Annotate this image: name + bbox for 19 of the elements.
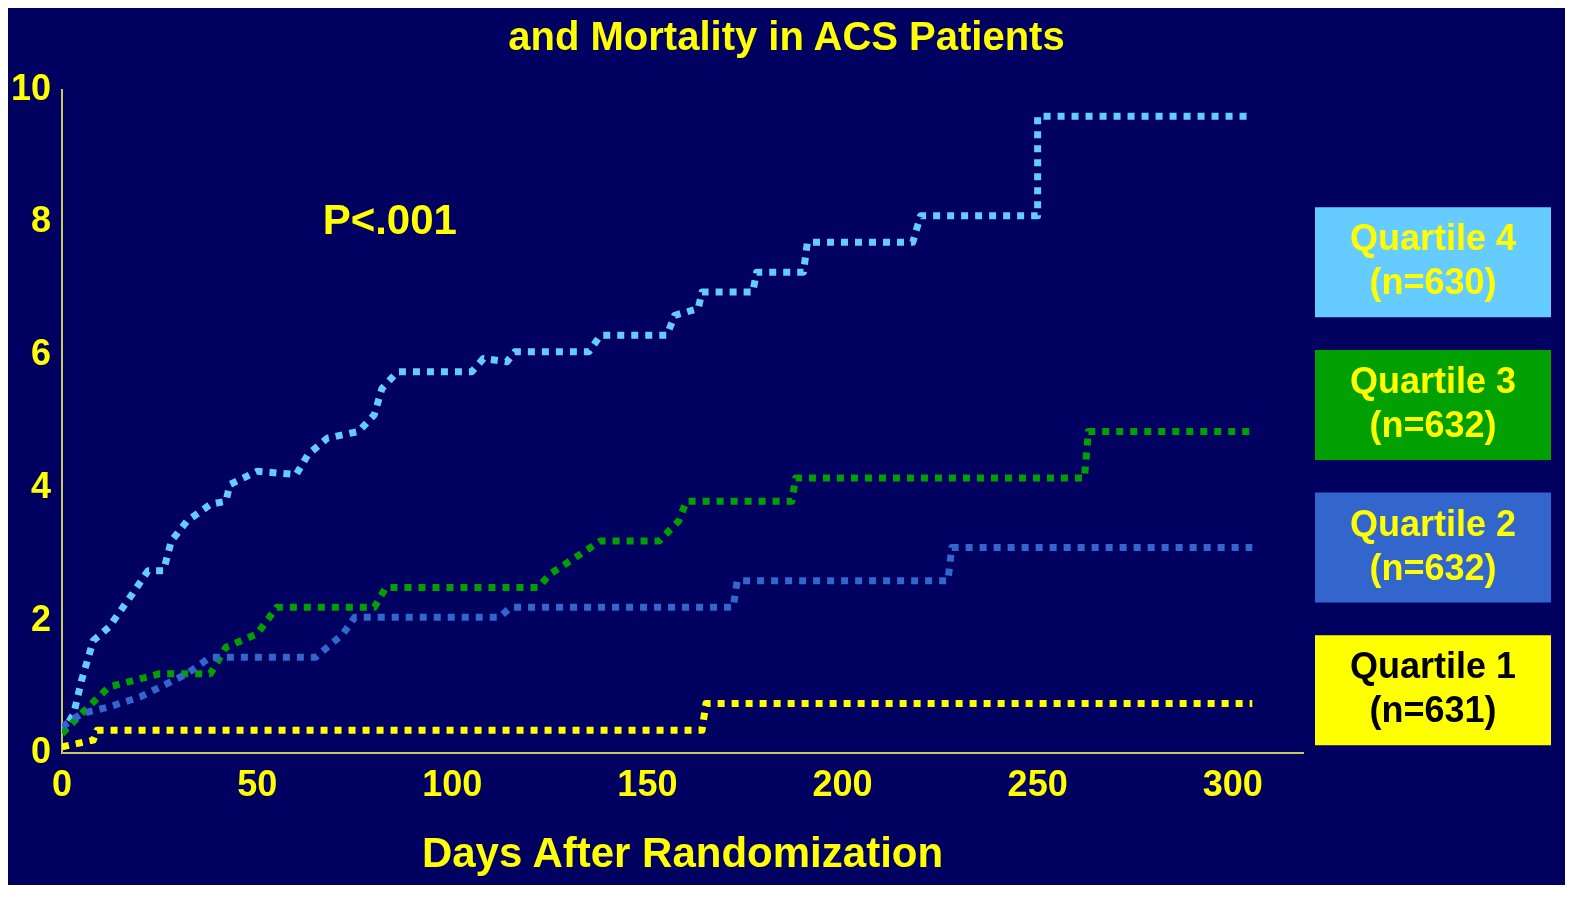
y-tick-label: 0: [31, 730, 52, 772]
x-tick-label: 200: [812, 762, 873, 804]
x-tick-label: 50: [237, 762, 278, 804]
y-tick-label: 8: [31, 199, 52, 241]
x-tick-label: 150: [617, 762, 678, 804]
x-tick-label: 100: [422, 762, 483, 804]
text: Quartile 3 (n=632): [1349, 359, 1517, 445]
chart-title: and Mortality in ACS Patients: [507, 13, 1066, 60]
x-axis-title: Days After Randomization: [421, 829, 944, 877]
x-tick-label: 250: [1007, 762, 1068, 804]
annotation: P<.001: [322, 195, 457, 243]
y-tick-label: 10: [11, 66, 52, 108]
y-tick-label: 2: [31, 597, 52, 639]
text: Quartile 2 (n=632): [1349, 502, 1517, 588]
text: Quartile 1 (n=631): [1349, 645, 1517, 731]
text: Quartile 4 (n=630): [1349, 217, 1517, 303]
y-tick-label: 6: [31, 332, 52, 374]
y-tick-label: 4: [31, 464, 52, 506]
x-tick-label: 300: [1202, 762, 1263, 804]
